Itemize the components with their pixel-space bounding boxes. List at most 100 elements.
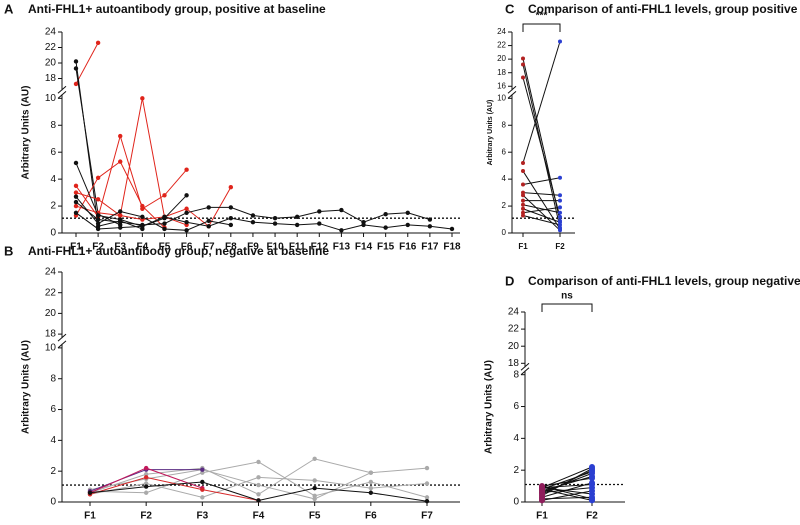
axis-break [57,333,67,342]
data-point [368,470,374,475]
x-tick-label: F5 [309,511,321,522]
pair-line [522,170,561,230]
data-point [294,222,300,228]
data-point [184,193,189,198]
data-point [558,39,562,44]
data-point [361,222,366,228]
data-point [118,159,123,164]
data-point [184,206,189,211]
series-line [75,186,232,228]
data-point [558,210,562,215]
data-point [184,167,189,172]
x-tick-label: F16 [399,242,417,253]
data-point [162,226,167,232]
y-tick-label: 0 [50,497,56,508]
data-point [95,226,101,232]
data-point [339,228,344,233]
x-tick-label: F6 [181,242,193,253]
x-tick-label: F14 [355,242,373,253]
y-tick-label: 6 [50,404,56,415]
data-point [73,66,79,71]
data-point [427,224,433,229]
pair-line [541,488,593,501]
data-point [589,487,595,494]
y-tick-label: 22 [508,324,520,335]
panel-label: B [4,243,13,258]
data-point [405,222,410,228]
data-point [256,492,261,497]
data-point [449,226,455,232]
data-point [256,482,261,488]
y-tick-label: 2 [50,201,56,212]
data-point [200,467,205,472]
x-tick-label: F1 [518,242,528,251]
data-point [256,459,261,465]
data-point [140,203,145,209]
data-point [272,215,278,221]
data-point [368,490,374,495]
data-point [118,217,123,222]
data-point [87,490,93,495]
panel-label: D [505,273,514,288]
data-point [427,217,433,222]
series-line [75,98,187,226]
data-point [383,225,388,230]
x-tick-label: F6 [365,511,377,522]
y-tick-label: 8 [50,373,56,384]
y-tick-label: 4 [50,174,56,185]
data-point [521,56,525,61]
data-point [558,205,562,210]
pair-line [522,206,561,214]
data-point [228,222,234,228]
y-tick-label: 0 [50,228,56,239]
data-point [521,193,525,198]
y-axis-title: Arbitrary Units (AU) [21,340,32,434]
y-tick-label: 18 [497,68,506,77]
series-line [89,476,259,501]
data-point [162,214,167,220]
y-tick-label: 0 [513,497,519,508]
y-tick-label: 22 [497,41,506,50]
y-tick-label: 16 [497,81,506,90]
x-tick-label: F2 [140,511,152,522]
series-line [75,42,99,85]
y-tick-label: 2 [513,465,519,476]
pair-line [541,490,593,501]
axis-break [520,362,530,371]
y-tick-label: 24 [45,27,57,38]
data-point [184,220,189,225]
data-point [312,496,317,502]
y-tick-label: 8 [513,369,519,380]
data-point [143,475,149,480]
axis-break [507,85,517,94]
data-point [558,228,562,233]
x-tick-label: F3 [196,511,208,522]
y-tick-label: 6 [513,401,519,412]
y-tick-label: 24 [508,307,520,318]
significance-bracket [541,303,593,312]
data-point [200,479,205,485]
data-point [558,222,562,227]
y-tick-label: 8 [502,120,507,129]
y-tick-label: 10 [497,93,506,102]
y-tick-label: 4 [50,435,56,446]
x-tick-label: F2 [555,242,565,251]
data-point [589,481,595,488]
pair-line [522,215,561,226]
data-point [228,205,234,210]
data-point [95,197,101,202]
data-point [424,481,430,486]
data-point [424,465,430,471]
data-point [95,217,101,222]
series-line [75,194,187,230]
data-point [73,190,79,195]
series-line [75,196,231,231]
data-point [140,214,145,220]
data-point [162,221,167,226]
x-tick-label: F17 [421,242,439,253]
chart-title: Comparison of anti-FHL1 levels, group ne… [528,274,800,288]
data-point [521,75,525,80]
x-tick-label: F5 [159,242,171,253]
y-tick-label: 6 [50,147,56,158]
data-point [143,465,149,471]
